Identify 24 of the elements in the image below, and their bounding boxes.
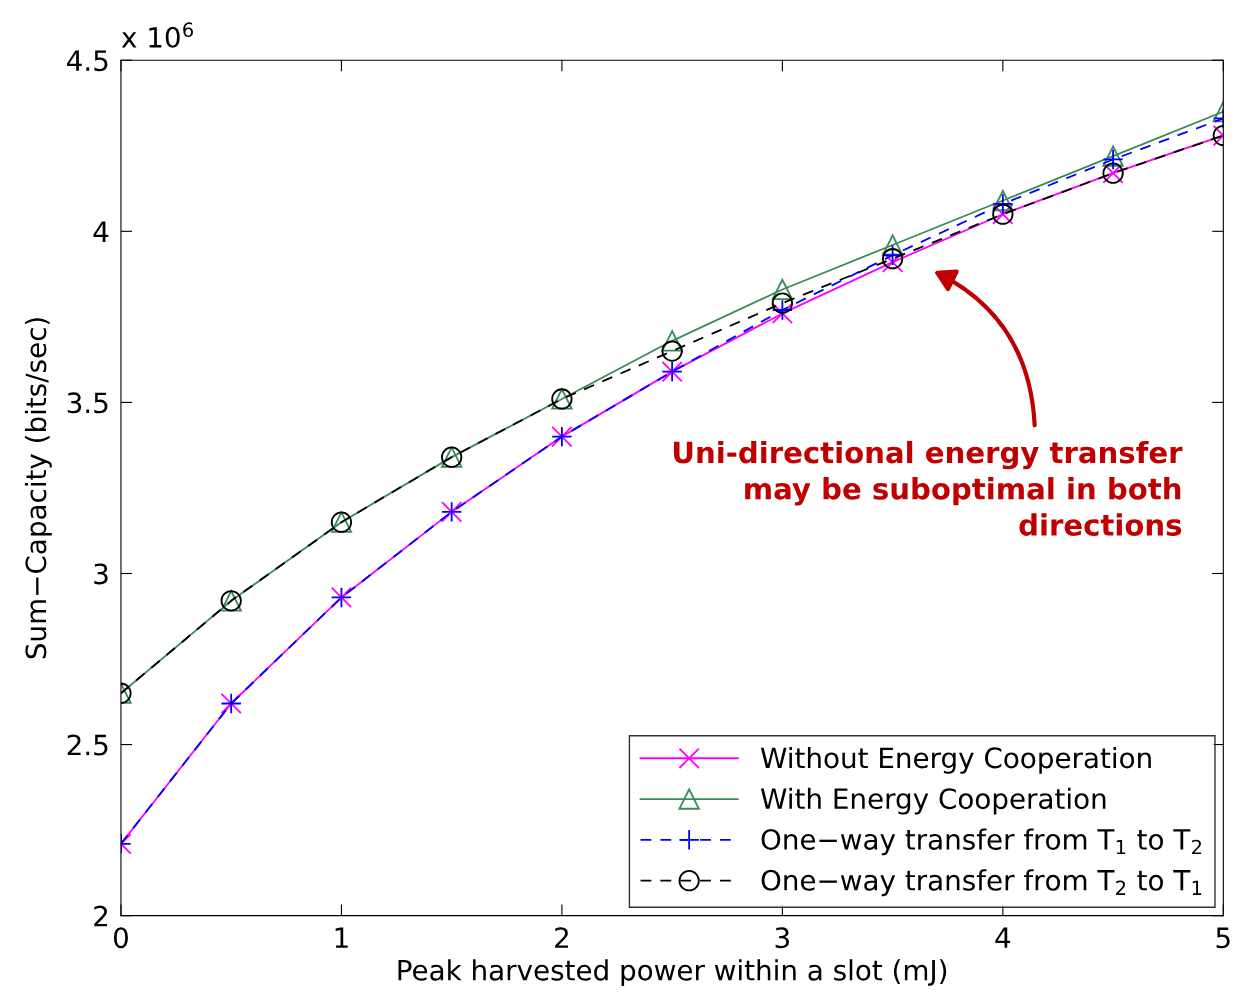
legend-label: One−way transfer from T$_{2}$ to T$_{1}$ xyxy=(761,869,1202,897)
point xyxy=(661,340,683,362)
point xyxy=(661,330,683,352)
x-tick-label: 3 xyxy=(775,927,789,949)
x-tick-label: 2 xyxy=(555,927,568,948)
y-tick-label: 2 xyxy=(94,905,108,927)
point xyxy=(771,292,793,314)
x-tick-label: 4 xyxy=(995,927,1011,948)
legend-label: With Energy Cooperation xyxy=(760,787,1106,815)
x-tick-label: 1 xyxy=(335,927,348,948)
x-axis-title: Peak harvested power within a slot (mJ) xyxy=(398,959,947,987)
y-tick-label: 4 xyxy=(93,221,109,242)
y-tick-label: 2.5 xyxy=(67,734,108,756)
x-tick-label: 0 xyxy=(113,927,128,949)
x-tick-label: 5 xyxy=(1216,927,1230,949)
annotation: Uni-directional energy transfer may be suboptimal in both directions xyxy=(674,440,1183,536)
y-tick-label: 3.5 xyxy=(67,392,108,414)
y-tick-label: 4.5 xyxy=(67,50,108,72)
text: x 10$^{6}$ xyxy=(121,22,193,48)
legend-label: One−way transfer from T$_{1}$ to T$_{2}$ xyxy=(761,828,1201,856)
y-tick-label: 3 xyxy=(94,563,108,585)
legend-label: Without Energy Cooperation xyxy=(760,746,1151,774)
y-axis-title: Sum−Capacity (bits/sec) xyxy=(24,318,52,659)
point xyxy=(771,278,793,301)
